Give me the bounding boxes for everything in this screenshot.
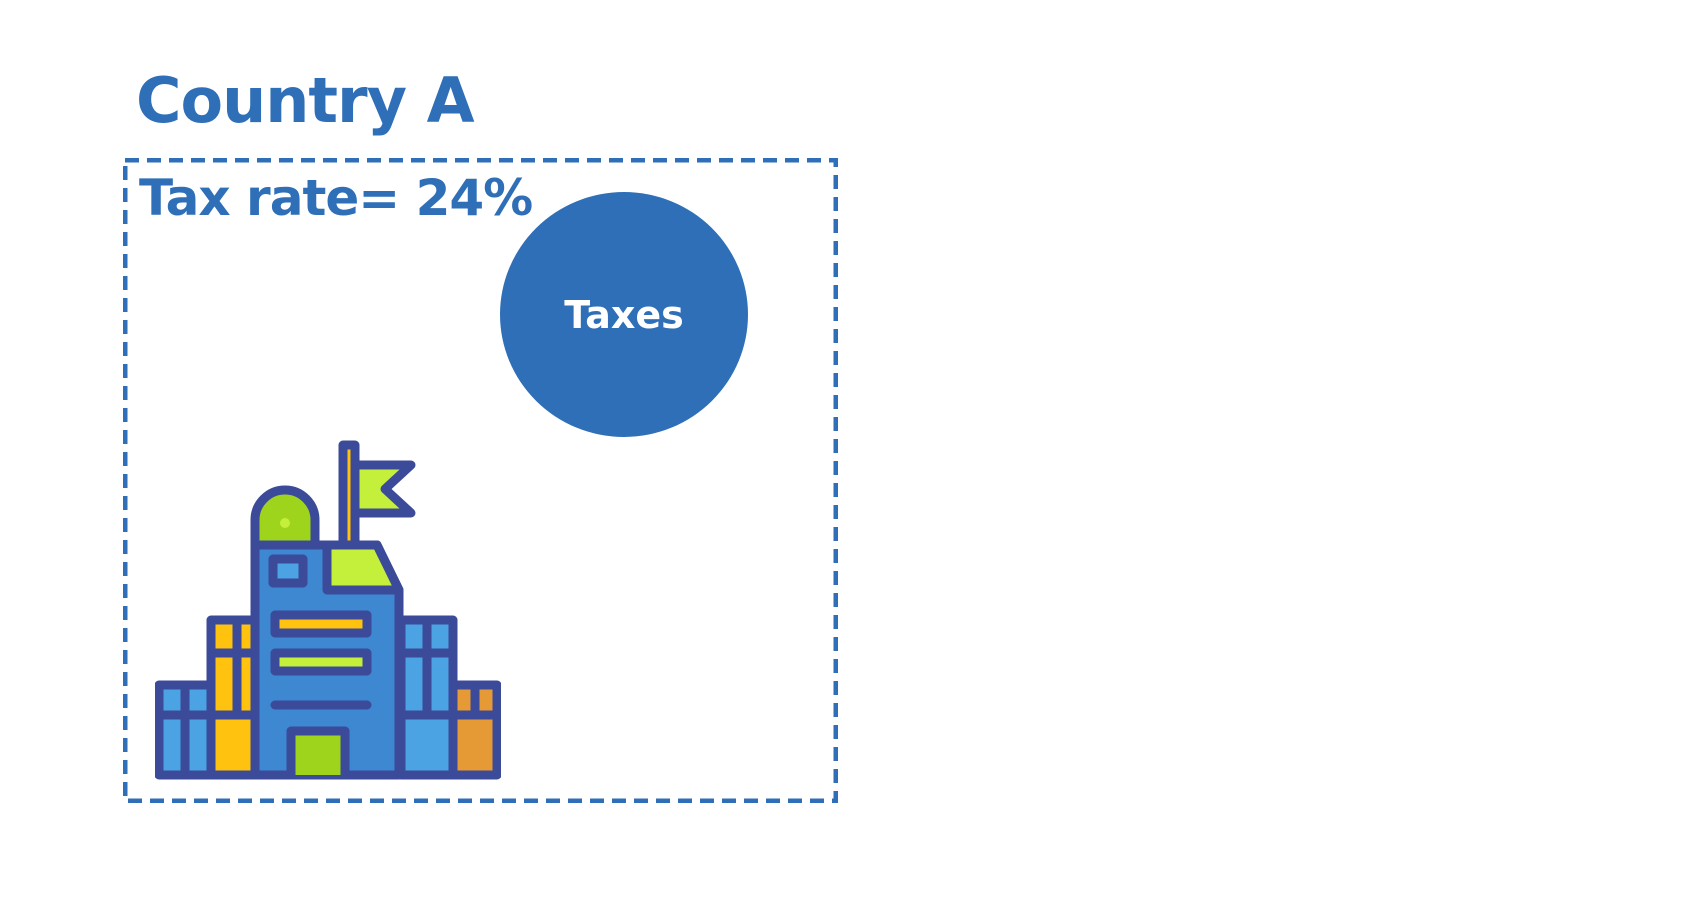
government-building-icon	[154, 435, 502, 781]
country-boundary-box	[123, 158, 838, 803]
tax-rate-label: Tax rate= 24%	[139, 169, 533, 227]
country-title: Country A	[136, 64, 475, 137]
taxes-circle: Taxes	[500, 192, 748, 437]
dashed-border	[123, 158, 838, 803]
taxes-label: Taxes	[564, 292, 684, 337]
